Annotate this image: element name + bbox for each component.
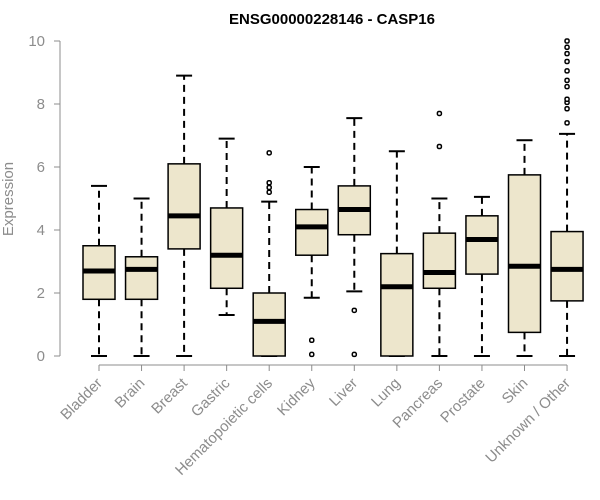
box-4 [252, 150, 286, 357]
iqr-box [209, 207, 244, 290]
box-7 [380, 150, 414, 357]
box-5 [295, 166, 329, 358]
iqr-box [295, 208, 329, 256]
x-tick-label: Liver [326, 375, 361, 410]
x-tick-label: Breast [148, 374, 191, 417]
y-axis: 0 2 4 6 8 10 [28, 33, 61, 365]
outlier-point [564, 77, 570, 84]
y-tick-label: 6 [37, 159, 45, 176]
outlier-point [309, 337, 315, 343]
box-9 [465, 195, 499, 357]
y-tick-label: 2 [37, 285, 45, 302]
box-8 [422, 110, 457, 357]
outlier-point [564, 50, 570, 57]
iqr-box [422, 232, 457, 290]
x-tick-label: Bladder [57, 375, 106, 424]
box-10 [507, 139, 542, 357]
outlier-point [564, 44, 570, 51]
iqr-box [550, 230, 584, 302]
box-6 [337, 117, 372, 358]
outlier-point [564, 38, 570, 44]
y-axis-label: Expression [0, 162, 17, 236]
iqr-box [507, 174, 542, 334]
y-tick-label: 8 [37, 96, 45, 113]
iqr-box [167, 163, 201, 250]
iqr-box [252, 292, 286, 357]
outlier-point [266, 189, 272, 195]
box-1 [124, 197, 159, 357]
outlier-point [266, 184, 272, 191]
outlier-point [564, 120, 570, 126]
outlier-point [351, 351, 358, 358]
iqr-box [465, 215, 499, 275]
y-tick-label: 4 [37, 222, 45, 239]
iqr-box [124, 256, 159, 301]
box-11 [550, 38, 584, 357]
plot-area [82, 38, 584, 358]
iqr-box [380, 252, 414, 357]
outlier-point [351, 307, 358, 314]
outlier-point [564, 83, 570, 90]
x-tick-label: Skin [499, 375, 532, 408]
chart-title: ENSG00000228146 - CASP16 [229, 11, 435, 28]
outlier-point [564, 58, 570, 65]
outlier-point [436, 110, 443, 117]
outlier-point [564, 105, 570, 112]
x-tick-label: Kidney [274, 374, 319, 419]
x-tick-label: Brain [112, 375, 149, 412]
outlier-point [266, 150, 272, 156]
outlier-point [564, 68, 570, 74]
outlier-point [266, 180, 272, 186]
y-tick-label: 0 [37, 348, 45, 365]
box-3 [209, 137, 244, 317]
outlier-point [309, 351, 315, 358]
outlier-point [564, 96, 570, 103]
outlier-point [436, 143, 443, 150]
y-tick-label: 10 [28, 33, 45, 50]
box-0 [82, 184, 116, 357]
x-tick-label: Prostate [437, 375, 489, 427]
x-tick-label: Lung [368, 375, 404, 411]
box-2 [167, 74, 201, 357]
